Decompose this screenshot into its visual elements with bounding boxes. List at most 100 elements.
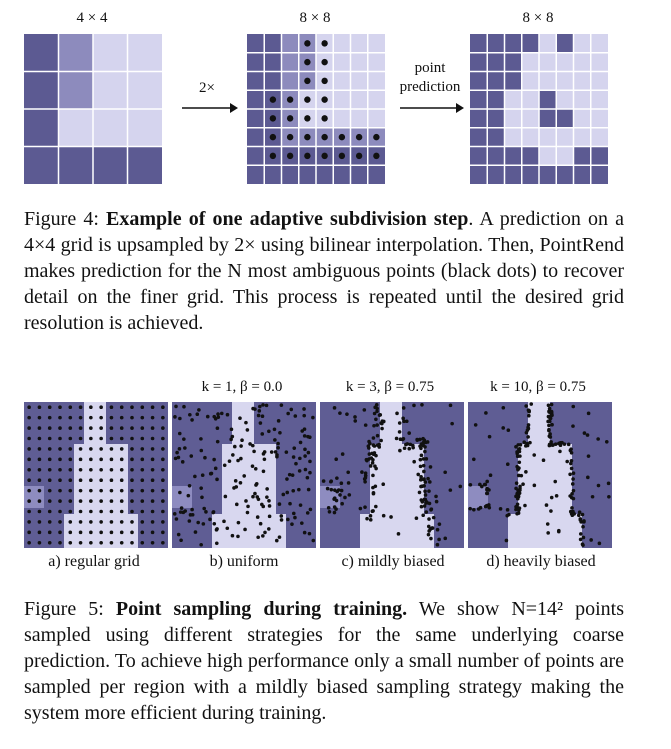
grid-cell xyxy=(590,146,608,166)
sample-point xyxy=(99,520,103,524)
sample-point xyxy=(172,512,177,516)
sample-point xyxy=(412,459,416,464)
sample-point xyxy=(193,530,198,534)
sample-point xyxy=(273,450,278,454)
sample-point xyxy=(68,540,73,545)
grid-cell xyxy=(487,165,505,184)
sample-point xyxy=(212,521,217,526)
sample-point xyxy=(78,415,83,420)
sample-point xyxy=(606,481,611,486)
sample-point xyxy=(556,529,561,534)
sample-point xyxy=(119,520,124,524)
sample-point xyxy=(161,447,165,451)
sample-point xyxy=(547,423,551,428)
ambiguous-point xyxy=(269,96,277,103)
sample-point xyxy=(150,488,155,493)
sample-point xyxy=(246,504,250,509)
param-label-b: k = 1, β = 0.0 xyxy=(201,379,283,395)
sample-point xyxy=(423,445,427,449)
ambiguous-point xyxy=(304,152,311,160)
sample-point xyxy=(425,440,430,444)
sample-point xyxy=(485,487,489,492)
sample-point xyxy=(68,478,73,483)
sample-point xyxy=(256,497,261,502)
sample-point xyxy=(276,441,280,446)
sample-point xyxy=(308,459,312,464)
grid-cell xyxy=(264,34,282,53)
caption-5-body: We show N=14² points sampled using diffe… xyxy=(24,598,624,724)
sample-point xyxy=(381,482,386,486)
sample-point xyxy=(448,488,453,492)
sample-point xyxy=(130,540,134,545)
sample-point xyxy=(306,487,311,492)
sample-point xyxy=(223,494,228,499)
sample-point xyxy=(236,520,241,525)
sample-point xyxy=(548,416,553,421)
sample-point xyxy=(250,464,255,468)
sample-point xyxy=(109,540,114,545)
sample-point xyxy=(526,423,531,427)
grid-cell xyxy=(264,165,282,184)
sample-point xyxy=(216,412,220,416)
sample-point xyxy=(582,431,587,435)
param-label-c: k = 3, β = 0.75 xyxy=(345,379,435,395)
sample-point xyxy=(422,504,427,508)
sample-point xyxy=(435,542,440,547)
sample-point xyxy=(37,540,42,545)
sample-point xyxy=(300,521,304,525)
sample-point xyxy=(78,405,83,410)
sample-point xyxy=(568,494,572,498)
sample-point xyxy=(291,455,296,459)
sample-point xyxy=(27,467,31,472)
sample-point xyxy=(161,540,165,545)
panel-label-b: b) uniform xyxy=(209,553,279,570)
grid-cell xyxy=(504,90,522,109)
sample-point xyxy=(368,464,373,468)
sample-point xyxy=(398,437,403,442)
sample-point xyxy=(418,464,423,469)
sample-point xyxy=(256,535,260,540)
sample-point xyxy=(58,488,62,493)
grid-cell xyxy=(590,34,608,53)
sample-point xyxy=(261,403,265,407)
sample-point xyxy=(371,457,375,462)
sample-point xyxy=(183,509,188,513)
grid-cell xyxy=(367,71,385,91)
sample-point xyxy=(109,509,114,514)
grid-cell xyxy=(521,109,539,128)
sample-point xyxy=(27,436,31,441)
sample-point xyxy=(187,483,192,488)
grid-cell xyxy=(521,90,539,109)
sample-point xyxy=(250,443,255,448)
sample-point xyxy=(370,451,374,456)
sample-point xyxy=(119,499,124,503)
arrow-upsample-label: 2× xyxy=(199,80,215,96)
sample-point xyxy=(37,530,42,535)
sample-point xyxy=(505,462,510,467)
sample-point xyxy=(297,487,301,492)
sample-point xyxy=(150,520,155,524)
sample-point xyxy=(366,444,371,448)
sample-point xyxy=(196,520,200,525)
sample-point xyxy=(485,479,489,484)
sample-point xyxy=(58,540,62,545)
sample-point xyxy=(397,421,402,425)
sample-point xyxy=(27,405,31,410)
sample-point xyxy=(27,426,31,430)
sample-point xyxy=(260,414,265,419)
sample-point xyxy=(180,460,185,464)
sample-point xyxy=(219,411,224,416)
sample-point xyxy=(231,453,235,457)
ambiguous-point xyxy=(286,96,294,103)
grid-cell xyxy=(316,165,334,184)
sample-point xyxy=(570,513,575,518)
caption-5-prefix: Figure 5: xyxy=(24,598,116,620)
sample-point xyxy=(190,512,195,517)
grid-cell xyxy=(247,90,265,109)
sample-point xyxy=(47,436,52,441)
panel-uniform xyxy=(172,402,316,548)
sample-point xyxy=(306,450,311,455)
sample-point xyxy=(293,414,298,418)
sample-point xyxy=(332,406,337,410)
sample-point xyxy=(570,482,575,486)
